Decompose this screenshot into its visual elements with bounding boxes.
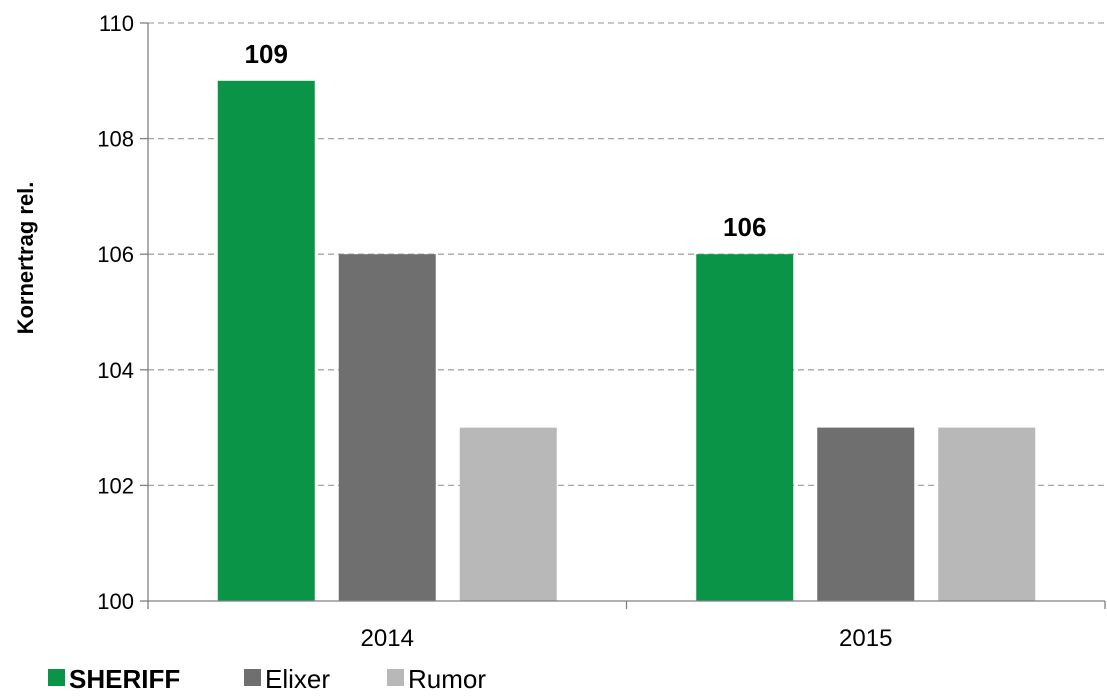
y-tick-label: 106 [97,242,134,267]
axes [140,22,1106,609]
labels: 100 102 104 106 108 110 109 2014 106 2015 [97,11,892,652]
legend-swatch-rumor [387,669,404,686]
bar-elixer-2015 [817,427,915,601]
legend-label-sheriff: SHERIFF [69,664,180,694]
legend-label-elixer: Elixer [265,664,330,694]
bar-sheriff-2014 [217,80,315,602]
bar-rumor-2014 [459,427,557,601]
legend-swatch-elixer [244,669,261,686]
legend-swatch-sheriff [48,669,65,686]
bar-rumor-2015 [938,427,1036,601]
x-tick-label: 2014 [361,625,414,652]
y-tick-label: 102 [97,473,134,498]
bar-sheriff-2015 [696,254,794,601]
y-axis-label: Kornertrag rel. [13,182,38,335]
y-tick-label: 104 [97,358,134,383]
y-tick-label: 108 [97,127,134,152]
y-tick-label: 100 [97,589,134,614]
y-tick-label: 110 [99,11,134,36]
legend-label-rumor: Rumor [408,664,486,694]
legend: SHERIFF Elixer Rumor [48,664,486,694]
bars [217,80,1036,602]
bar-elixer-2014 [338,254,436,601]
data-label: 109 [245,39,288,69]
x-tick-label: 2015 [839,625,892,652]
data-label: 106 [723,212,766,242]
